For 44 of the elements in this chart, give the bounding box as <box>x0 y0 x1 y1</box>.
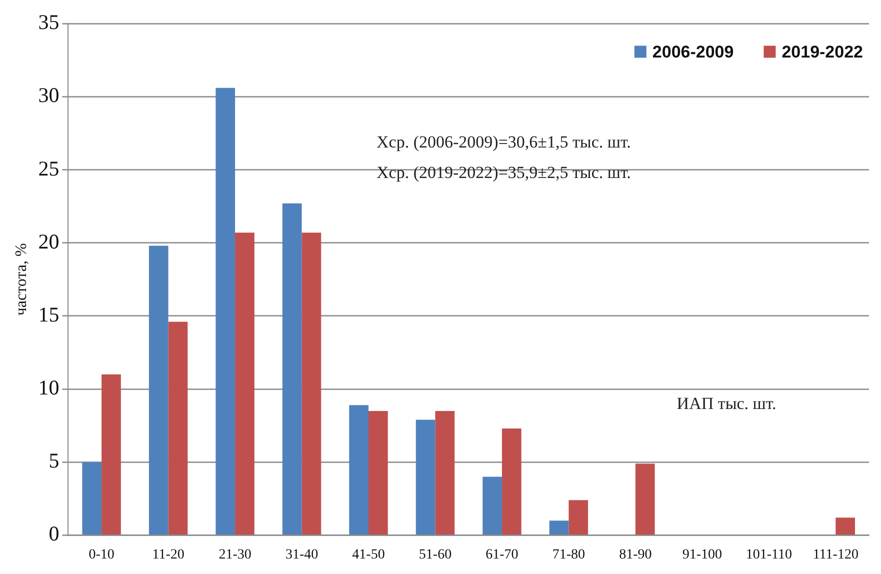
x-tick-label: 51-60 <box>418 547 452 562</box>
bar <box>168 322 188 534</box>
bar <box>482 476 502 534</box>
bar <box>435 410 455 534</box>
x-tick-label: 41-50 <box>352 547 385 562</box>
annotation: Xср. (2019-2022)=35,9±2,5 тыс. шт. <box>376 162 631 182</box>
bar <box>302 232 322 534</box>
y-tick-label: 25 <box>38 156 60 180</box>
bar <box>568 500 588 534</box>
bar <box>349 405 368 534</box>
x-tick-label: 61-70 <box>486 547 518 562</box>
bar <box>148 246 168 534</box>
bar <box>235 232 254 534</box>
annotation: ИАП тыс. шт. <box>676 394 776 414</box>
y-tick-label: 10 <box>38 376 60 400</box>
x-tick-label: 81-90 <box>619 547 652 562</box>
y-tick-label: 35 <box>38 10 60 34</box>
legend-label: 2006-2009 <box>652 42 734 62</box>
annotation: Xср. (2006-2009)=30,6±1,5 тыс. шт. <box>376 132 631 152</box>
x-tick-label: 11-20 <box>152 547 184 562</box>
bar <box>216 88 236 534</box>
x-tick-label: 111-120 <box>812 547 858 562</box>
x-tick-label: 31-40 <box>285 547 318 562</box>
y-axis-title: частота, % <box>12 243 30 316</box>
y-tick-label: 0 <box>48 522 60 546</box>
x-tick-label: 0-10 <box>88 547 114 562</box>
bar <box>502 428 522 534</box>
y-tick-label: 15 <box>38 302 60 326</box>
bar <box>635 464 655 534</box>
y-tick-label: 30 <box>38 83 60 108</box>
legend-label: 2019-2022 <box>782 42 864 62</box>
bar <box>416 420 436 534</box>
bar <box>82 462 102 534</box>
x-tick-label: 21-30 <box>218 547 252 562</box>
x-tick-label: 71-80 <box>552 547 586 562</box>
x-tick-label: 91-100 <box>682 547 722 562</box>
y-tick-label: 20 <box>38 229 60 254</box>
bar <box>102 374 121 534</box>
bar <box>836 518 855 534</box>
bar <box>549 520 569 534</box>
y-tick-label: 5 <box>48 448 60 473</box>
x-tick-label: 101-110 <box>746 547 792 562</box>
bar <box>368 410 388 534</box>
bar <box>282 203 302 534</box>
